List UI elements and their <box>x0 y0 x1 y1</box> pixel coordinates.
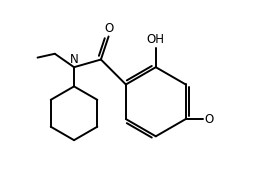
Text: O: O <box>104 22 113 35</box>
Text: N: N <box>70 53 78 66</box>
Text: OH: OH <box>147 33 165 46</box>
Text: O: O <box>204 113 213 126</box>
